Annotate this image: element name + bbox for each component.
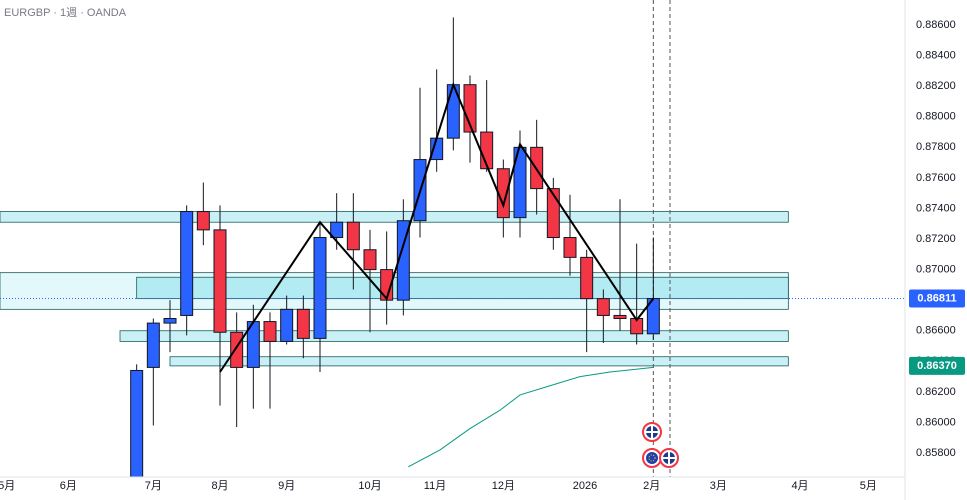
candle-body: [396, 220, 410, 301]
event-flag-cross: [646, 426, 658, 438]
candle-body: [330, 221, 344, 239]
candle-body: [346, 221, 360, 251]
x-tick-label: 3月: [710, 480, 727, 492]
moving-average-line: [408, 366, 654, 468]
x-tick-label: 10月: [358, 480, 381, 492]
event-flag-stars: [648, 454, 656, 462]
event-icons: [642, 422, 679, 468]
event-flag: [646, 452, 658, 464]
zigzag-line: [219, 81, 655, 373]
y-tick-label: 0.86000: [916, 416, 956, 428]
candle-body: [580, 256, 594, 300]
candle-body: [146, 322, 160, 368]
candle-body: [363, 249, 377, 271]
price-zone: [136, 276, 789, 300]
y-tick-label: 0.87400: [916, 202, 956, 214]
x-tick-label: 2月: [643, 480, 660, 492]
y-tick-label: 0.86600: [916, 325, 956, 337]
price-label-badge: [909, 289, 965, 308]
price-label: 0.86811: [917, 292, 956, 304]
y-tick-label: 0.88000: [916, 111, 956, 123]
x-tick-label: 2026: [573, 480, 597, 492]
x-tick-label: 6月: [60, 480, 77, 492]
y-tick-label: 0.86200: [916, 386, 956, 398]
candle-body: [613, 314, 627, 320]
price-zone: [119, 330, 789, 342]
candle-body: [130, 369, 144, 477]
y-tick-label: 0.87000: [916, 264, 956, 276]
y-tick-label: 0.87200: [916, 233, 956, 245]
y-tick-label: 0.87600: [916, 172, 956, 184]
x-tick-label: 11月: [424, 480, 446, 492]
event-flag-cross: [663, 452, 675, 464]
price-label-badge: [909, 356, 965, 375]
y-tick-label: 0.88400: [916, 50, 956, 62]
chart-title: EURGBP · 1週 · OANDA: [4, 6, 127, 19]
y-tick-label: 0.88600: [916, 19, 956, 31]
price-zone: [0, 211, 789, 223]
candle-body: [563, 237, 577, 258]
candle-body: [380, 269, 394, 301]
candle-body: [296, 308, 310, 339]
plot-area: [0, 0, 905, 477]
candle-body: [546, 188, 560, 239]
candle-body: [280, 308, 294, 342]
y-tick-label: 0.85800: [916, 447, 956, 459]
candle-body: [230, 331, 244, 368]
y-tick-label: 0.88200: [916, 80, 956, 92]
x-tick-label: 12月: [492, 480, 515, 492]
x-tick-label: 5月: [0, 480, 15, 492]
candle-body: [180, 211, 194, 316]
x-tick-label: 5月: [860, 480, 877, 492]
x-tick-label: 7月: [145, 480, 162, 492]
candle-body: [213, 229, 227, 333]
candle-body: [163, 318, 177, 324]
candle-body: [196, 211, 210, 231]
price-label: 0.86370: [917, 360, 957, 372]
price-zone: [169, 356, 789, 367]
candle-body: [646, 297, 660, 335]
y-tick-label: 0.87800: [916, 141, 956, 153]
x-tick-label: 8月: [211, 480, 228, 492]
candle-body: [596, 298, 610, 316]
x-tick-label: 9月: [278, 480, 295, 492]
candle-body: [313, 237, 327, 339]
x-tick-label: 4月: [791, 480, 808, 492]
candle-body: [263, 321, 277, 342]
